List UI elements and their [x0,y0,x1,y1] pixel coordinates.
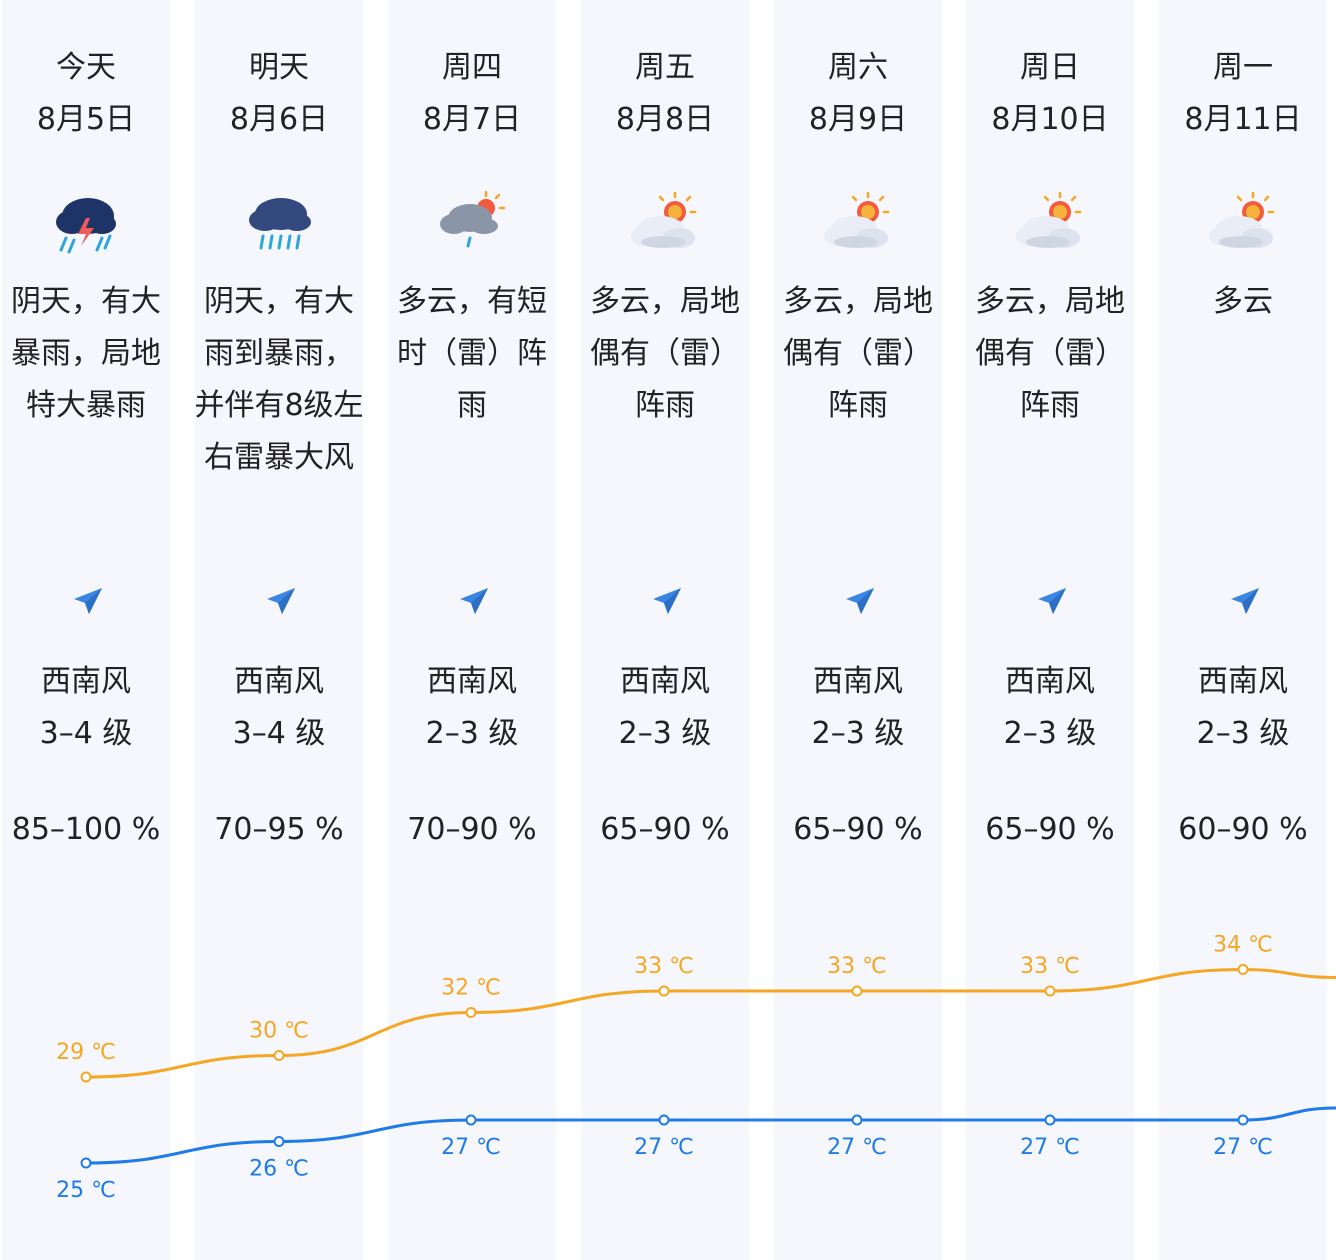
low-temp-point [273,1136,285,1147]
wind-level: 2–3 级 [811,716,905,751]
weather-description: 阴天，有大雨到暴雨，并伴有8级左右雷暴大风 [194,284,364,475]
wind-direction-icon [1030,582,1070,622]
forecast-day-3: 周四 8月7日 多云，有短时（雷）阵雨 西南风 2–3 级 70–90 % [382,0,562,1260]
weekday-label: 周四 [442,50,502,85]
weather-description: 阴天，有大暴雨，局地特大暴雨 [11,284,161,423]
cloudy-shower-icon [434,188,510,264]
weather-description: 多云，局地偶有（雷）阵雨 [783,284,933,423]
humidity: 65–90 % [793,812,923,847]
partly-cloudy-icon [1205,188,1281,264]
date-label: 8月7日 [422,102,522,137]
high-temp-point [1237,964,1249,975]
wind-direction-icon [259,582,299,622]
low-temp-label: 27 ℃ [441,1135,501,1160]
wind-direction-icon [452,582,492,622]
wind-direction: 西南风 [620,664,710,699]
wind-level: 2–3 级 [618,716,712,751]
wind-level: 2–3 级 [425,716,519,751]
forecast-day-1: 今天 8月5日 阴天，有大暴雨，局地特大暴雨 西南风 3–4 级 85–100 … [0,0,176,1260]
low-temp-label: 27 ℃ [1213,1135,1273,1160]
weekday-label: 明天 [249,50,309,85]
low-temp-point [1044,1114,1056,1126]
low-temp-label: 27 ℃ [1020,1135,1080,1160]
low-temp-label: 27 ℃ [634,1135,694,1160]
wind-direction: 西南风 [1005,664,1095,699]
wind-direction-icon [66,582,106,622]
partly-cloudy-icon [627,188,703,264]
wind-direction-icon [645,582,685,622]
weather-description: 多云 [1213,284,1273,319]
humidity: 65–90 % [600,812,730,847]
weather-description: 多云，局地偶有（雷）阵雨 [975,284,1125,423]
forecast-day-7: 周一 8月11日 多云 西南风 2–3 级 60–90 % [1153,0,1333,1260]
high-temp-label: 34 ℃ [1213,933,1273,958]
high-temp-line [85,967,1336,1079]
weather-description: 多云，有短时（雷）阵雨 [397,284,547,423]
forecast-day-4: 周五 8月8日 多云，局地偶有（雷）阵雨 西南风 2–3 级 65–90 % [575,0,755,1260]
humidity: 70–90 % [407,812,537,847]
low-temp-label: 27 ℃ [827,1135,887,1160]
partly-cloudy-icon [1012,188,1088,264]
date-label: 8月5日 [36,102,136,137]
wind-level: 3–4 级 [39,716,133,751]
high-temp-point [80,1071,92,1083]
wind-level: 2–3 级 [1003,716,1097,751]
high-temp-label: 33 ℃ [1020,954,1080,979]
low-temp-point [1237,1114,1249,1126]
high-temp-label: 30 ℃ [249,1019,309,1044]
high-temp-point [851,985,863,997]
date-label: 8月10日 [991,102,1109,137]
wind-direction: 西南风 [1198,664,1288,699]
high-temp-label: 29 ℃ [56,1040,116,1065]
high-temp-point [465,1007,477,1018]
humidity: 60–90 % [1178,812,1308,847]
date-label: 8月9日 [808,102,908,137]
date-label: 8月8日 [615,102,715,137]
weekday-label: 周五 [635,50,695,85]
high-temp-point [273,1050,285,1061]
weekday-label: 周日 [1020,50,1080,85]
wind-direction: 西南风 [41,664,131,699]
low-temp-point [80,1157,92,1169]
wind-direction-icon [1223,582,1263,622]
forecast-day-5: 周六 8月9日 多云，局地偶有（雷）阵雨 西南风 2–3 级 65–90 % [768,0,948,1260]
wind-level: 2–3 级 [1196,716,1290,751]
forecast-day-6: 周日 8月10日 多云，局地偶有（雷）阵雨 西南风 2–3 级 65–90 % [960,0,1140,1260]
heavy-rain-icon [241,188,317,264]
weekday-label: 周六 [828,50,888,85]
high-temp-label: 33 ℃ [634,954,694,979]
low-temp-point [851,1114,863,1126]
high-temp-label: 32 ℃ [441,976,501,1001]
weekday-label: 今天 [56,50,116,85]
low-temp-label: 25 ℃ [56,1178,116,1203]
wind-level: 3–4 级 [232,716,326,751]
low-temp-line [85,1106,1336,1165]
low-temp-point [658,1114,670,1126]
humidity: 65–90 % [985,812,1115,847]
humidity: 85–100 % [11,812,161,847]
wind-direction: 西南风 [234,664,324,699]
humidity: 70–95 % [214,812,344,847]
weather-description: 多云，局地偶有（雷）阵雨 [590,284,740,423]
forecast-day-2: 明天 8月6日 阴天，有大雨到暴雨，并伴有8级左右雷暴大风 西南风 3–4 级 … [189,0,369,1260]
date-label: 8月11日 [1184,102,1302,137]
high-temp-label: 33 ℃ [827,954,887,979]
wind-direction: 西南风 [427,664,517,699]
wind-direction: 西南风 [813,664,903,699]
high-temp-point [658,985,670,997]
partly-cloudy-icon [820,188,896,264]
wind-direction-icon [838,582,878,622]
weekday-label: 周一 [1213,50,1273,85]
low-temp-point [465,1114,477,1126]
low-temp-label: 26 ℃ [249,1157,309,1182]
high-temp-point [1044,985,1056,997]
date-label: 8月6日 [229,102,329,137]
thunderstorm-icon [48,188,124,264]
